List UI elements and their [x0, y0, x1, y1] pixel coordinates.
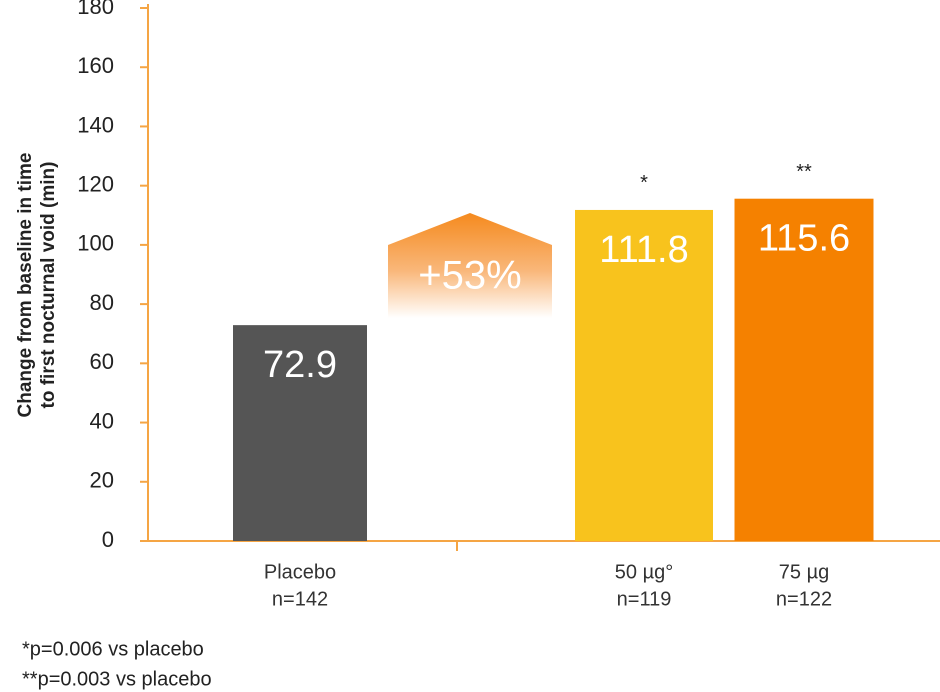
sample-size: n=142 — [272, 588, 328, 610]
y-tick-label: 20 — [90, 468, 114, 493]
x-tick-label: 50 µg° — [615, 561, 673, 583]
increase-arrow — [388, 213, 552, 318]
footnote: *p=0.006 vs placebo — [22, 638, 204, 660]
x-tick-label: 75 µg — [779, 561, 829, 583]
y-axis-title-line: to first nocturnal void (min) — [38, 162, 59, 409]
y-tick-label: 60 — [90, 349, 114, 374]
sample-size: n=119 — [617, 588, 672, 610]
value-label: 115.6 — [758, 218, 850, 260]
y-tick-label: 180 — [77, 0, 114, 19]
y-axis-title-line: Change from baseline in time — [15, 153, 36, 418]
y-tick-label: 0 — [102, 527, 114, 552]
value-label: 111.8 — [599, 229, 688, 271]
increase-label: +53% — [418, 254, 521, 298]
bar — [734, 198, 874, 541]
footnote: **p=0.003 vs placebo — [22, 668, 212, 690]
significance-marker: * — [640, 172, 648, 194]
y-tick-label: 40 — [90, 408, 114, 433]
sample-size: n=122 — [776, 588, 832, 610]
y-tick-label: 160 — [77, 53, 114, 78]
y-tick-label: 100 — [77, 231, 114, 256]
bar — [575, 209, 713, 541]
bar — [233, 325, 367, 541]
y-tick-label: 140 — [77, 112, 114, 137]
significance-marker: ** — [796, 161, 812, 183]
x-tick-label: Placebo — [264, 561, 336, 583]
y-tick-label: 120 — [77, 171, 114, 196]
y-axis-title: Change from baseline in time to first no… — [15, 153, 59, 418]
y-tick-label: 80 — [90, 290, 114, 315]
value-label: 72.9 — [263, 344, 337, 386]
